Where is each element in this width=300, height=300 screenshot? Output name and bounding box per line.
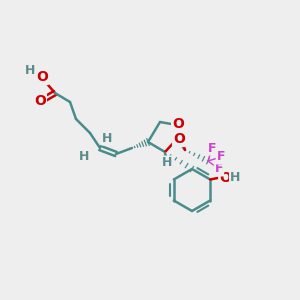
Text: H: H xyxy=(230,171,240,184)
Text: F: F xyxy=(215,163,223,176)
Text: H: H xyxy=(162,157,172,169)
Text: O: O xyxy=(36,70,48,84)
Text: O: O xyxy=(172,117,184,131)
Text: H: H xyxy=(79,151,89,164)
Text: O: O xyxy=(173,132,185,146)
Polygon shape xyxy=(164,152,169,161)
Text: F: F xyxy=(217,151,225,164)
Text: O: O xyxy=(219,170,231,184)
Text: O: O xyxy=(34,94,46,108)
Text: H: H xyxy=(25,64,35,76)
Text: F: F xyxy=(208,142,216,154)
Text: H: H xyxy=(102,131,112,145)
